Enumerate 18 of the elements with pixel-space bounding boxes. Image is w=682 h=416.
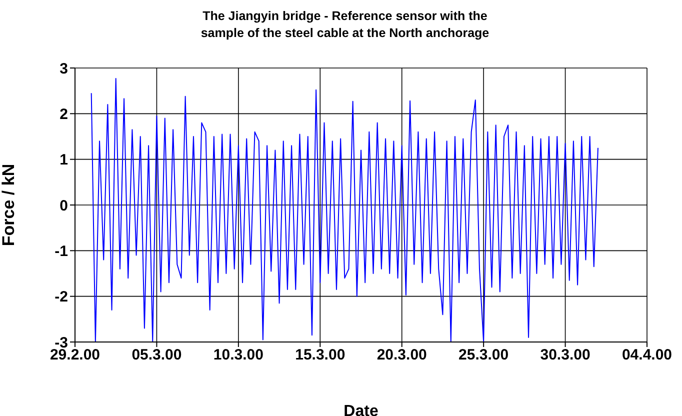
x-tick-label: 20.3.00	[376, 346, 427, 364]
y-tick-label: -1	[54, 242, 68, 260]
x-tick-label: 29.2.00	[50, 346, 100, 364]
x-tick-label: 15.3.00	[295, 346, 346, 364]
x-tick-label: 30.3.00	[540, 346, 590, 364]
chart-title: The Jiangyin bridge - Reference sensor with the sample of the steel cable at the North anchorage	[200, 8, 490, 42]
line-series	[90, 78, 598, 342]
y-tick-label: 1	[60, 152, 68, 169]
y-tick-label: -2	[54, 288, 68, 306]
x-axis-title: Date	[344, 403, 378, 416]
y-tick-label: 0	[60, 197, 68, 214]
y-axis-title: Force / kN	[0, 164, 18, 246]
y-tick-label: 2	[60, 106, 68, 123]
x-tick-label: 25.3.00	[458, 346, 509, 364]
y-tick-label: 3	[60, 60, 68, 78]
x-tick-label: 05.3.00	[132, 346, 182, 364]
x-tick-label: 10.3.00	[213, 346, 264, 364]
x-tick-label: 04.4.00	[622, 346, 672, 364]
